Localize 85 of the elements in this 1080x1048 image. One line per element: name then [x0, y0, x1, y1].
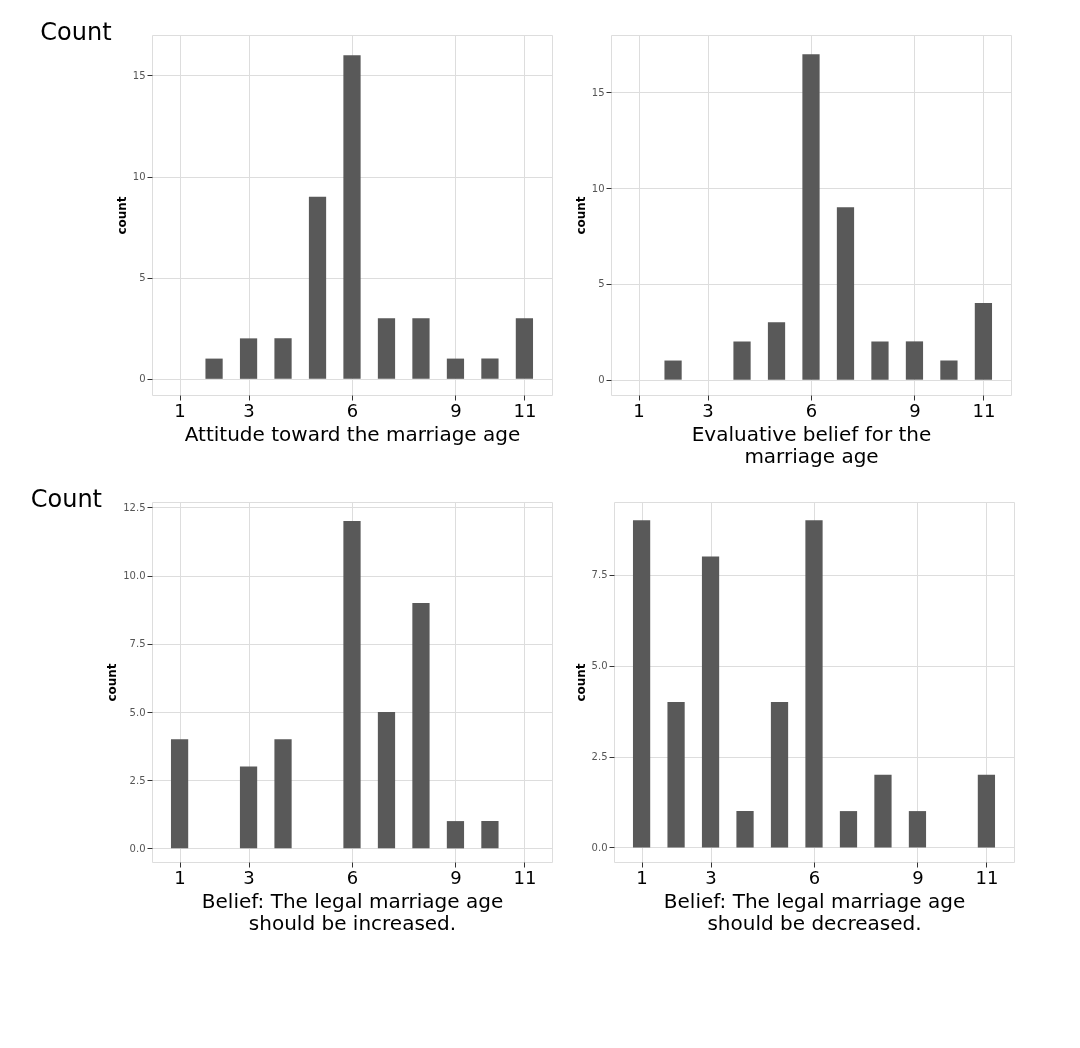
bar — [874, 774, 892, 848]
bar — [308, 196, 327, 379]
bar — [905, 341, 924, 380]
bar — [802, 54, 820, 380]
bar — [977, 774, 996, 848]
x-axis-title: Attitude toward the marriage age — [184, 421, 521, 446]
x-tick-label: 6 — [346, 399, 359, 421]
bar — [974, 303, 993, 380]
x-tick-label: 6 — [805, 399, 818, 421]
y-tick-label: 5 — [598, 278, 605, 290]
bar — [170, 739, 189, 849]
y-tick-label: 5.0 — [591, 660, 608, 672]
bar — [446, 821, 465, 849]
bar — [664, 360, 682, 380]
y-tick-label: 15 — [132, 69, 146, 81]
bar — [701, 556, 720, 848]
x-tick-label: 9 — [450, 866, 462, 888]
x-tick-label: 1 — [174, 866, 186, 888]
x-tick-label: 1 — [636, 866, 648, 888]
y-tick-label: 2.5 — [591, 751, 608, 763]
bar — [377, 318, 396, 379]
x-tick-label: 11 — [972, 399, 996, 421]
y-tick-label: 10.0 — [123, 570, 146, 582]
y-axis-title: count — [573, 196, 588, 235]
y-axis-title: count — [114, 196, 129, 235]
bar — [515, 318, 534, 379]
bar — [239, 338, 258, 379]
bar — [239, 766, 258, 849]
y-tick-label: 5 — [139, 272, 146, 284]
bar — [446, 358, 465, 379]
x-tick-label: 9 — [450, 399, 462, 421]
text: Count — [30, 485, 103, 513]
bar — [205, 358, 223, 379]
y-tick-label: 12.5 — [123, 501, 146, 513]
bar — [736, 811, 754, 848]
y-tick-label: 7.5 — [129, 638, 146, 650]
bar — [274, 739, 292, 849]
bar — [767, 322, 786, 380]
bar — [274, 338, 292, 379]
x-tick-label: 11 — [975, 866, 999, 888]
bar — [770, 702, 789, 848]
bar — [377, 712, 396, 849]
y-tick-label: 5.0 — [129, 706, 146, 718]
y-tick-label: 10 — [591, 182, 605, 194]
bar — [940, 360, 958, 380]
bar — [343, 521, 361, 849]
bar — [839, 811, 858, 848]
x-tick-label: 9 — [909, 399, 921, 421]
y-tick-label: 7.5 — [591, 569, 608, 581]
y-tick-label: 0.0 — [129, 842, 146, 854]
bar — [805, 520, 823, 848]
y-tick-label: 0.0 — [591, 841, 608, 853]
x-tick-label: 3 — [705, 866, 717, 888]
bar — [667, 702, 685, 848]
x-axis-title: Evaluative belief for the marriage age — [691, 421, 932, 468]
bar — [412, 602, 430, 849]
y-axis-title: count — [573, 663, 588, 702]
x-tick-label: 1 — [174, 399, 186, 421]
bar — [481, 358, 499, 379]
y-tick-label: 2.5 — [129, 774, 146, 786]
y-tick-label: 15 — [591, 86, 605, 98]
bar — [412, 318, 430, 379]
x-tick-label: 11 — [513, 399, 537, 421]
x-axis-title: Belief: The legal marriage age should be increased. — [201, 888, 504, 935]
x-tick-label: 6 — [808, 866, 821, 888]
text: Count — [40, 18, 112, 46]
x-tick-label: 6 — [346, 866, 359, 888]
x-tick-label: 3 — [243, 399, 255, 421]
x-tick-label: 11 — [513, 866, 537, 888]
bar — [836, 207, 855, 380]
y-tick-label: 0 — [598, 374, 605, 386]
y-tick-label: 0 — [139, 373, 146, 385]
y-tick-label: 10 — [132, 171, 146, 183]
bar — [733, 341, 751, 380]
x-tick-label: 9 — [912, 866, 924, 888]
x-tick-label: 1 — [633, 399, 645, 421]
x-tick-label: 3 — [243, 866, 255, 888]
y-axis-title: count — [105, 663, 120, 702]
bar — [632, 520, 651, 848]
bar — [481, 821, 499, 849]
x-tick-label: 3 — [702, 399, 714, 421]
bar — [908, 811, 927, 848]
x-axis-title: Belief: The legal marriage age should be decreased. — [663, 888, 966, 935]
bar — [871, 341, 889, 380]
bar — [343, 55, 361, 379]
